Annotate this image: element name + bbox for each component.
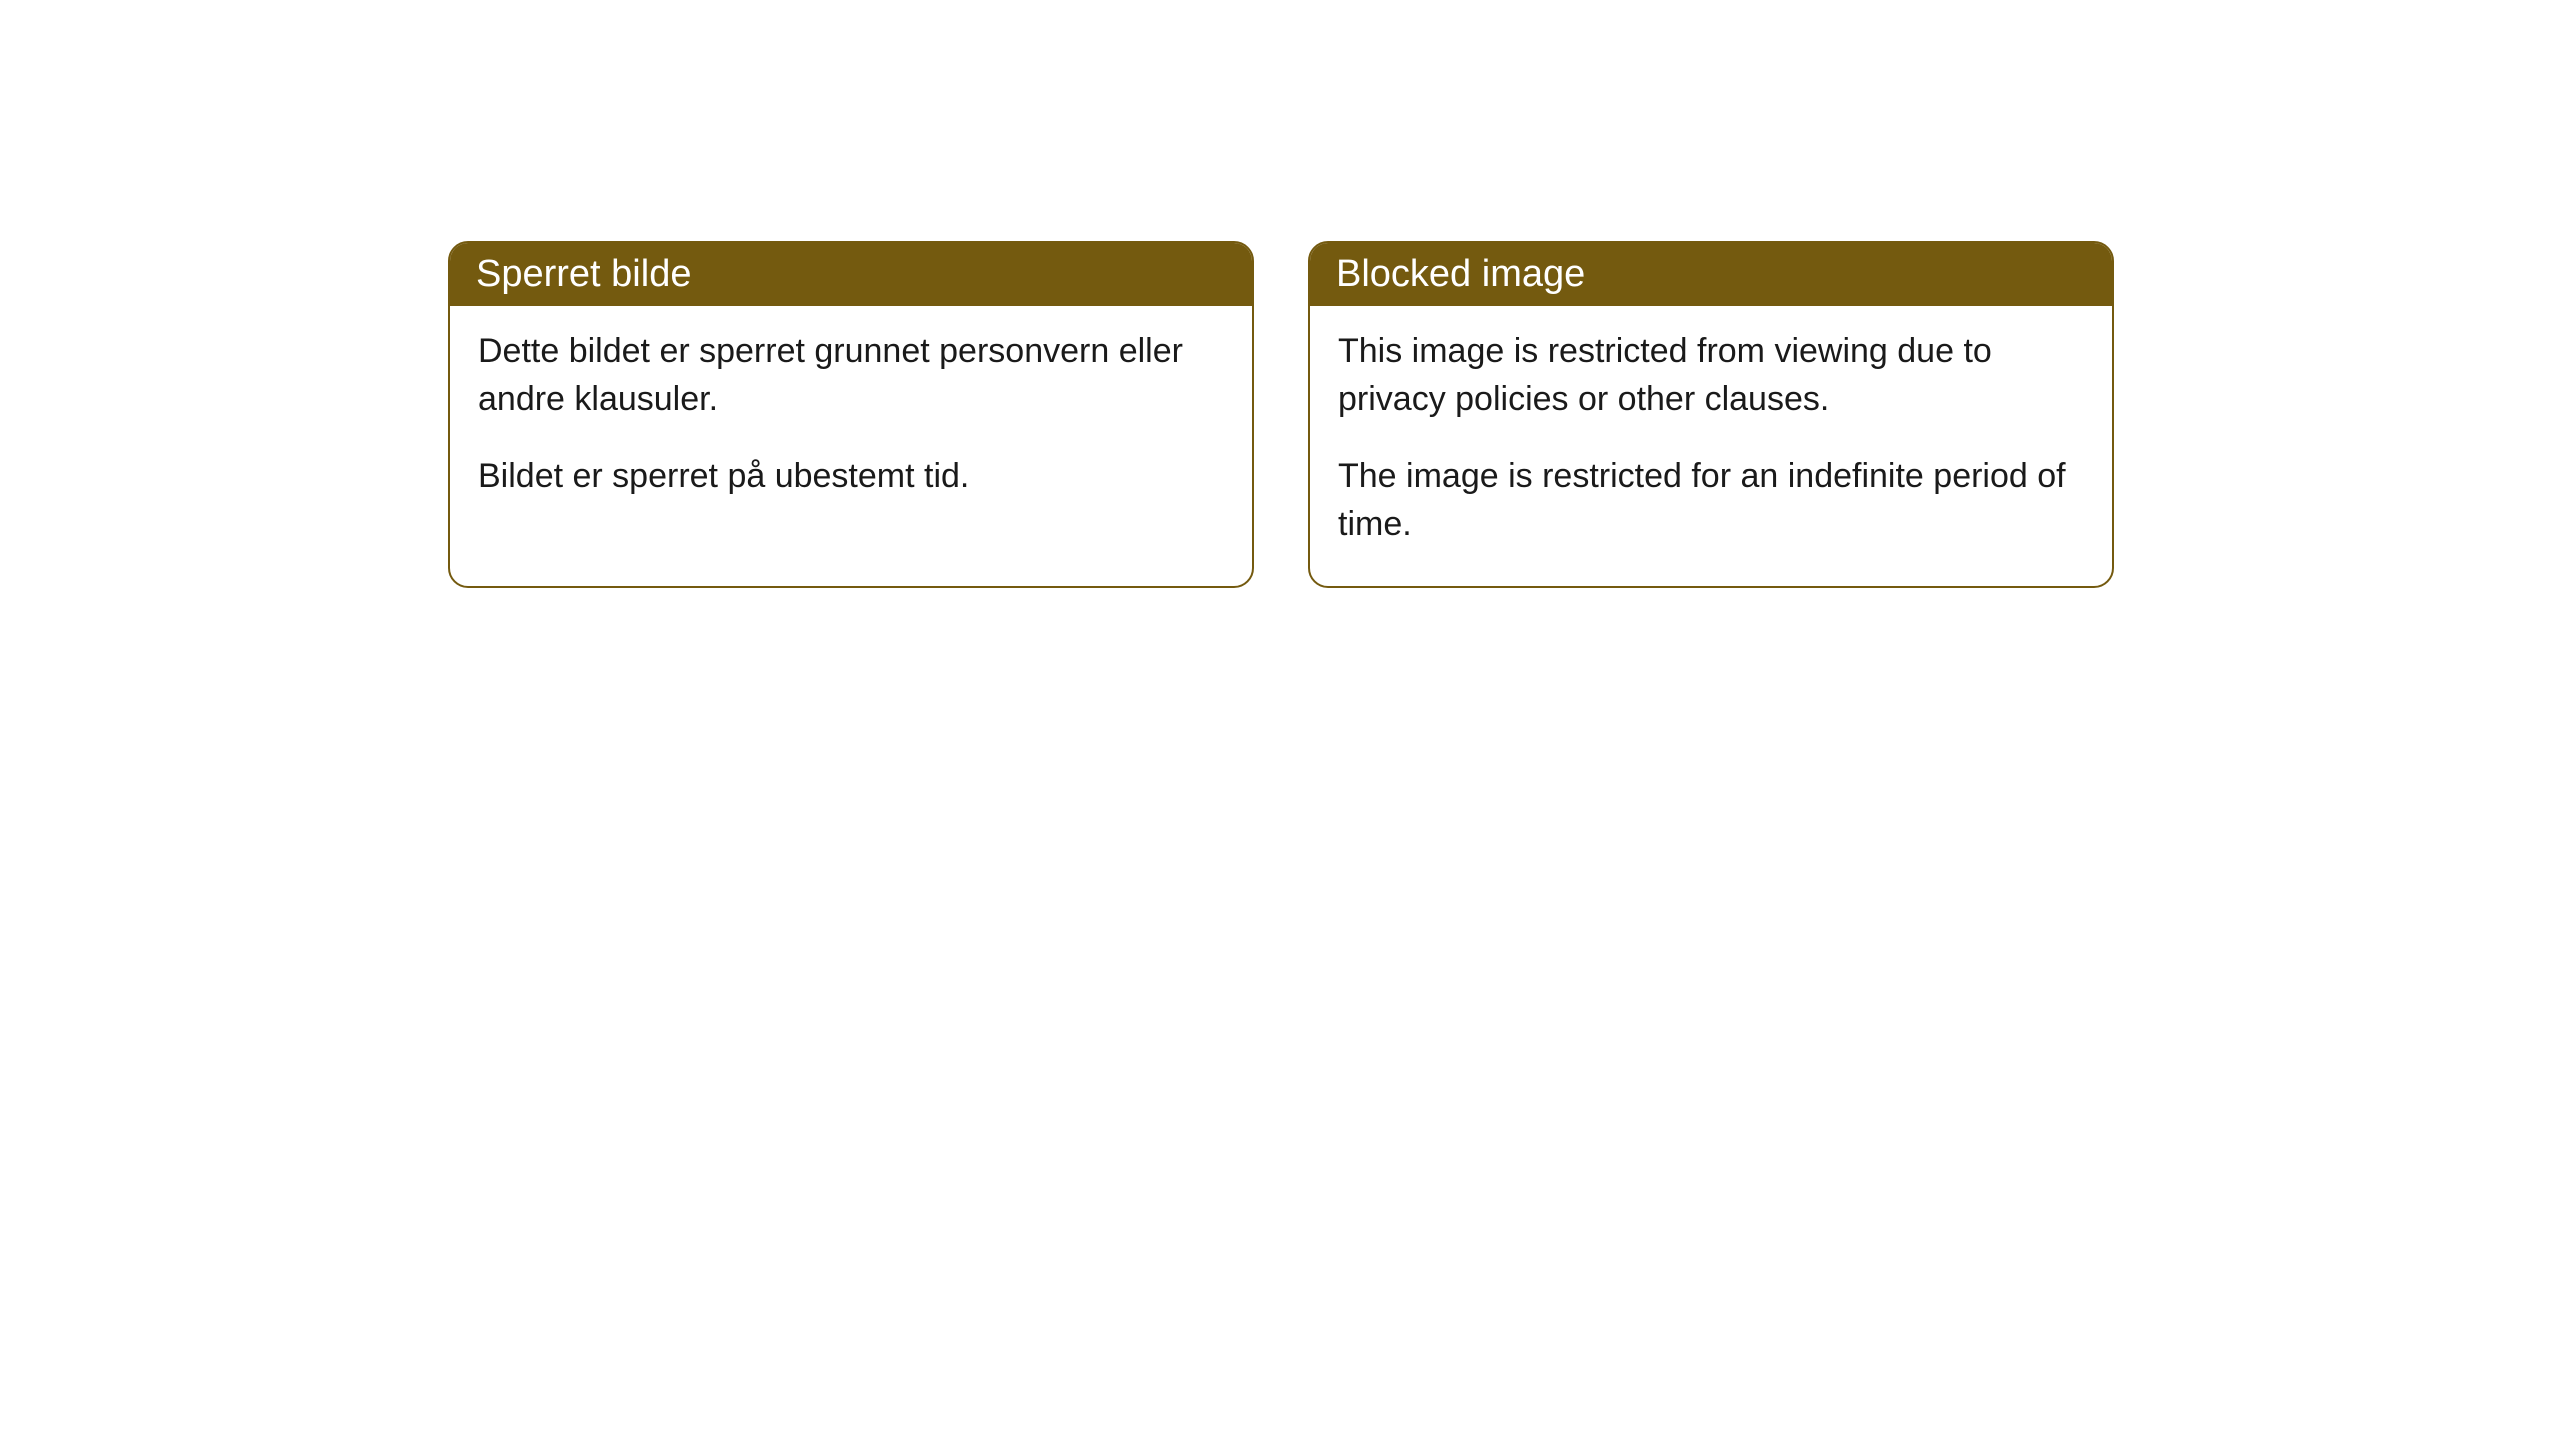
card-title-english: Blocked image — [1336, 253, 1585, 295]
card-body-english: This image is restricted from viewing du… — [1310, 306, 2112, 586]
card-header-norwegian: Sperret bilde — [450, 243, 1252, 306]
card-header-english: Blocked image — [1310, 243, 2112, 306]
card-paragraph-2-norwegian: Bildet er sperret på ubestemt tid. — [478, 453, 1224, 501]
card-paragraph-1-norwegian: Dette bildet er sperret grunnet personve… — [478, 328, 1224, 423]
notice-cards-container: Sperret bilde Dette bildet er sperret gr… — [448, 241, 2114, 588]
card-paragraph-1-english: This image is restricted from viewing du… — [1338, 328, 2084, 423]
blocked-image-card-english: Blocked image This image is restricted f… — [1308, 241, 2114, 588]
card-body-norwegian: Dette bildet er sperret grunnet personve… — [450, 306, 1252, 539]
card-title-norwegian: Sperret bilde — [476, 253, 691, 295]
card-paragraph-2-english: The image is restricted for an indefinit… — [1338, 453, 2084, 548]
blocked-image-card-norwegian: Sperret bilde Dette bildet er sperret gr… — [448, 241, 1254, 588]
